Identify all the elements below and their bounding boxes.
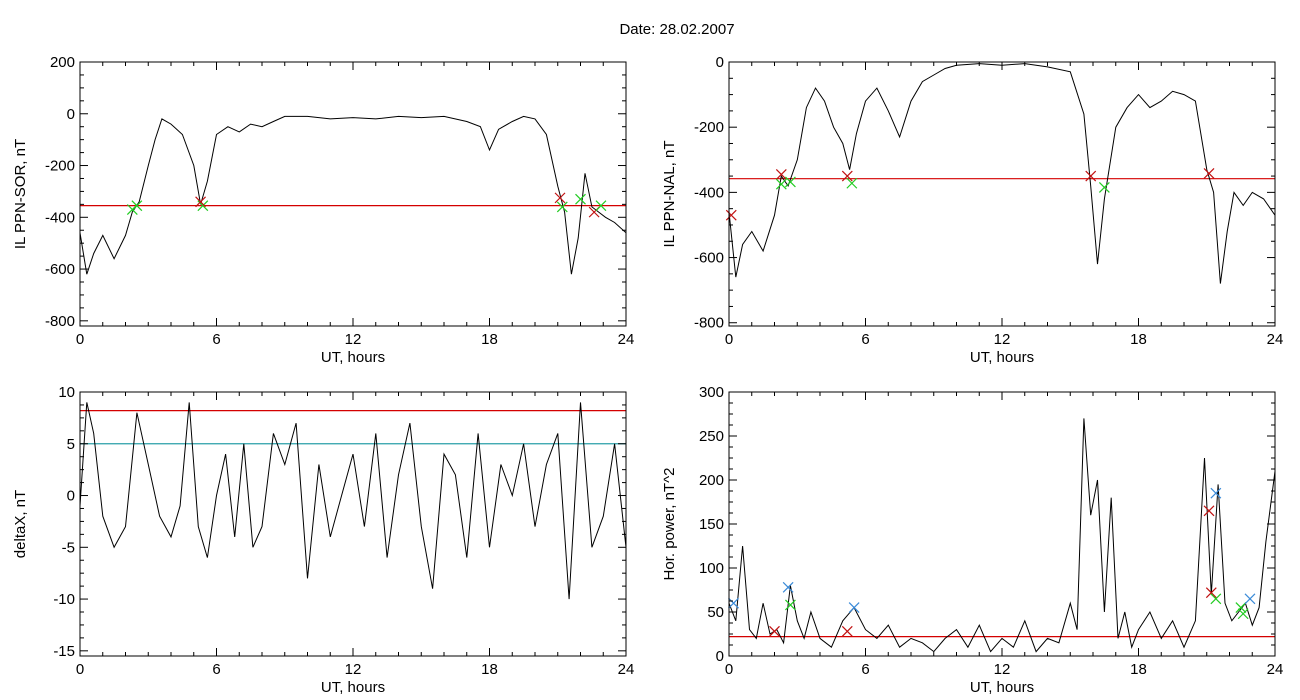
ytick-label-hpower-2: 100 [699,560,724,577]
marker-sor-1 [131,200,143,212]
ylabel-nal: IL PPN-NAL, nT [661,141,678,248]
ylabel-deltax: deltaX, nT [12,490,29,558]
marker-nal-4 [841,170,853,182]
marker-hpower-8 [1205,587,1217,599]
ytick-label-deltax-2: -5 [62,539,75,556]
marker-nal-5 [846,177,858,189]
chart-hpower: 0 6 12 18 24 0 50 100 150 200 250 300 UT, hours Hor. … [661,384,1283,696]
ylabel-hpower: Hor. power, nT^2 [661,468,678,581]
plot-frame-hpower [728,391,1276,657]
plots-group: 0 6 12 18 24 -800 -600 -400 -200 0 200 UT, hours IL … [12,54,1283,696]
plot-frame-nal [728,61,1276,327]
ytick-label-deltax-5: 10 [58,384,75,401]
ytick-label-nal-4: 0 [716,54,724,71]
marker-sor-3 [195,196,206,208]
ytick-label-sor-0: -800 [45,313,75,330]
marker-hpower-0 [728,597,739,609]
xtick-label-deltax-2: 12 [345,661,362,678]
xtick-label-nal-3: 18 [1130,331,1147,348]
xtick-label-hpower-0: 0 [725,661,733,678]
ytick-label-sor-4: 0 [67,106,75,123]
xtick-label-hpower-3: 18 [1130,661,1147,678]
ytick-label-deltax-1: -10 [53,591,75,608]
xlabel-sor: UT, hours [321,349,385,366]
plot-frame-sor [79,61,627,327]
series-deltax-0 [80,402,626,600]
marker-sor-6 [575,193,586,205]
marker-hpower-6 [1203,505,1215,517]
marker-hpower-10 [1235,602,1247,614]
ytick-label-hpower-1: 50 [707,604,724,621]
xtick-label-nal-2: 12 [994,331,1011,348]
marker-nal-0 [725,209,737,221]
marker-hpower-3 [785,599,796,611]
marker-nal-6 [1085,170,1097,182]
marker-nal-3 [785,176,796,188]
xtick-label-sor-3: 18 [481,331,498,348]
ytick-label-nal-2: -400 [694,184,724,201]
xtick-label-hpower-4: 24 [1267,661,1284,678]
ytick-label-nal-1: -600 [694,250,724,267]
chart-nal: 0 6 12 18 24 -800 -600 -400 -200 0 UT, hours IL PPN… [661,54,1283,366]
marker-nal-1 [775,169,787,180]
xtick-label-deltax-0: 0 [76,661,84,678]
plot-frame-deltax [79,391,627,657]
ylabel-sor: IL PPN-SOR, nT [12,139,29,249]
marker-hpower-1 [769,625,780,637]
ytick-label-sor-1: -600 [45,261,75,278]
chart-deltax: 0 6 12 18 24 -15 -10 -5 0 5 10 UT, hours deltaX, nT [12,384,634,696]
chart-sor: 0 6 12 18 24 -800 -600 -400 -200 0 200 UT, hours IL … [12,54,634,366]
xtick-label-deltax-1: 6 [212,661,220,678]
marker-nal-7 [1098,182,1110,193]
marker-sor-5 [556,201,568,213]
xtick-label-hpower-2: 12 [994,661,1011,678]
xtick-label-nal-1: 6 [861,331,869,348]
xtick-label-deltax-3: 18 [481,661,498,678]
xtick-label-sor-4: 24 [618,331,635,348]
xtick-label-nal-4: 24 [1267,331,1284,348]
series-nal-0 [729,63,1275,284]
xlabel-nal: UT, hours [970,349,1034,366]
marker-hpower-12 [1237,608,1249,620]
marker-nal-2 [775,178,787,190]
ytick-label-hpower-5: 250 [699,428,724,445]
marker-hpower-7 [1210,487,1222,499]
ytick-label-hpower-0: 0 [716,648,724,665]
xtick-label-sor-1: 6 [212,331,220,348]
xtick-label-nal-0: 0 [725,331,733,348]
marker-hpower-2 [782,581,794,593]
marker-nal-8 [1203,168,1215,179]
ytick-label-deltax-4: 5 [67,436,75,453]
xtick-label-hpower-1: 6 [861,661,869,678]
figure-title: Date: 28.02.2007 [619,21,734,38]
ytick-label-deltax-3: 0 [67,488,75,505]
ytick-label-sor-3: -200 [45,158,75,175]
marker-sor-8 [595,200,607,212]
marker-hpower-9 [1210,593,1222,605]
ytick-label-hpower-4: 200 [699,472,724,489]
ytick-label-sor-2: -400 [45,209,75,226]
xtick-label-sor-0: 0 [76,331,84,348]
marker-hpower-4 [848,602,860,614]
marker-hpower-11 [1244,593,1256,605]
series-hpower-0 [729,418,1275,653]
marker-hpower-5 [841,625,853,637]
xlabel-hpower: UT, hours [970,679,1034,696]
series-sor-0 [80,115,626,275]
xtick-label-deltax-4: 24 [618,661,635,678]
ytick-label-sor-5: 200 [50,54,75,71]
ytick-label-hpower-6: 300 [699,384,724,401]
ytick-label-deltax-0: -15 [53,643,75,660]
xlabel-deltax: UT, hours [321,679,385,696]
xtick-label-sor-2: 12 [345,331,362,348]
marker-sor-4 [554,192,566,204]
ytick-label-nal-3: -200 [694,119,724,136]
ytick-label-hpower-3: 150 [699,516,724,533]
ytick-label-nal-0: -800 [694,315,724,332]
